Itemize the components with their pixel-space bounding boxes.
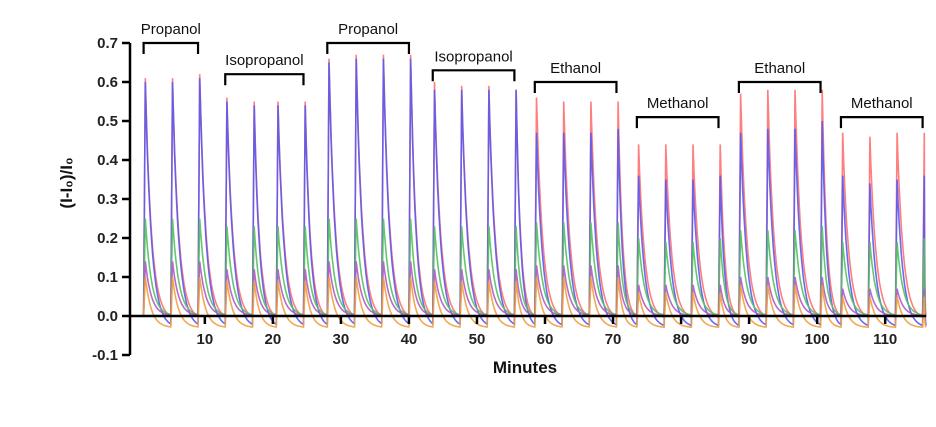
y-axis-ticks: -0.1 0.0 0.1 0.2 0.3 0.4 0.5 0.6 0.7: [92, 35, 130, 364]
group-bracket: [839, 116, 924, 129]
y-tick-label: 0.6: [97, 74, 118, 91]
group-bracket: [431, 69, 516, 82]
group-label: Propanol: [141, 21, 201, 38]
x-tick-label: 80: [673, 331, 690, 348]
x-tick-label: 30: [333, 331, 350, 348]
x-tick-label: 70: [605, 331, 622, 348]
group-label: Isopropanol: [434, 48, 512, 65]
series-line-5: [142, 276, 927, 329]
x-tick-label: 40: [401, 331, 418, 348]
x-tick-label: 60: [537, 331, 554, 348]
group-bracket: [737, 80, 822, 93]
group-bracket: [533, 80, 618, 93]
group-bracket: [635, 116, 720, 129]
y-tick-label: 0.0: [97, 308, 118, 325]
group-bracket: [224, 73, 305, 86]
x-tick-label: 50: [469, 331, 486, 348]
group-brackets: Propanol Isopropanol Propanol Isopropanol Et…: [141, 21, 924, 129]
x-tick-label: 100: [805, 331, 830, 348]
y-tick-label: 0.7: [97, 35, 118, 52]
group-bracket: [142, 41, 200, 54]
y-axis-title: (I-I₀)/I₀: [57, 157, 76, 208]
group-label: Methanol: [647, 95, 709, 112]
y-tick-label: 0.3: [97, 191, 118, 208]
x-axis-title: Minutes: [493, 358, 557, 377]
group-label: Methanol: [851, 95, 913, 112]
group-label: Ethanol: [550, 60, 601, 77]
x-tick-label: 110: [873, 331, 897, 348]
x-axis-ticks: 10 20 30 40 50 60 70 80 90 100 110: [196, 316, 897, 348]
y-tick-label: 0.2: [97, 230, 118, 247]
y-tick-label: 0.1: [97, 269, 118, 286]
y-tick-label: 0.5: [97, 113, 118, 130]
group-label: Ethanol: [754, 60, 805, 77]
group-label: Propanol: [338, 21, 398, 38]
series-layer: [142, 54, 927, 329]
y-tick-label: 0.4: [97, 152, 119, 169]
group-bracket: [326, 41, 411, 54]
x-tick-label: 10: [196, 331, 213, 348]
x-tick-label: 20: [265, 331, 282, 348]
series-line-3: [142, 218, 927, 317]
y-tick-label: -0.1: [92, 347, 118, 364]
x-tick-label: 90: [741, 331, 758, 348]
group-label: Isopropanol: [225, 52, 303, 69]
